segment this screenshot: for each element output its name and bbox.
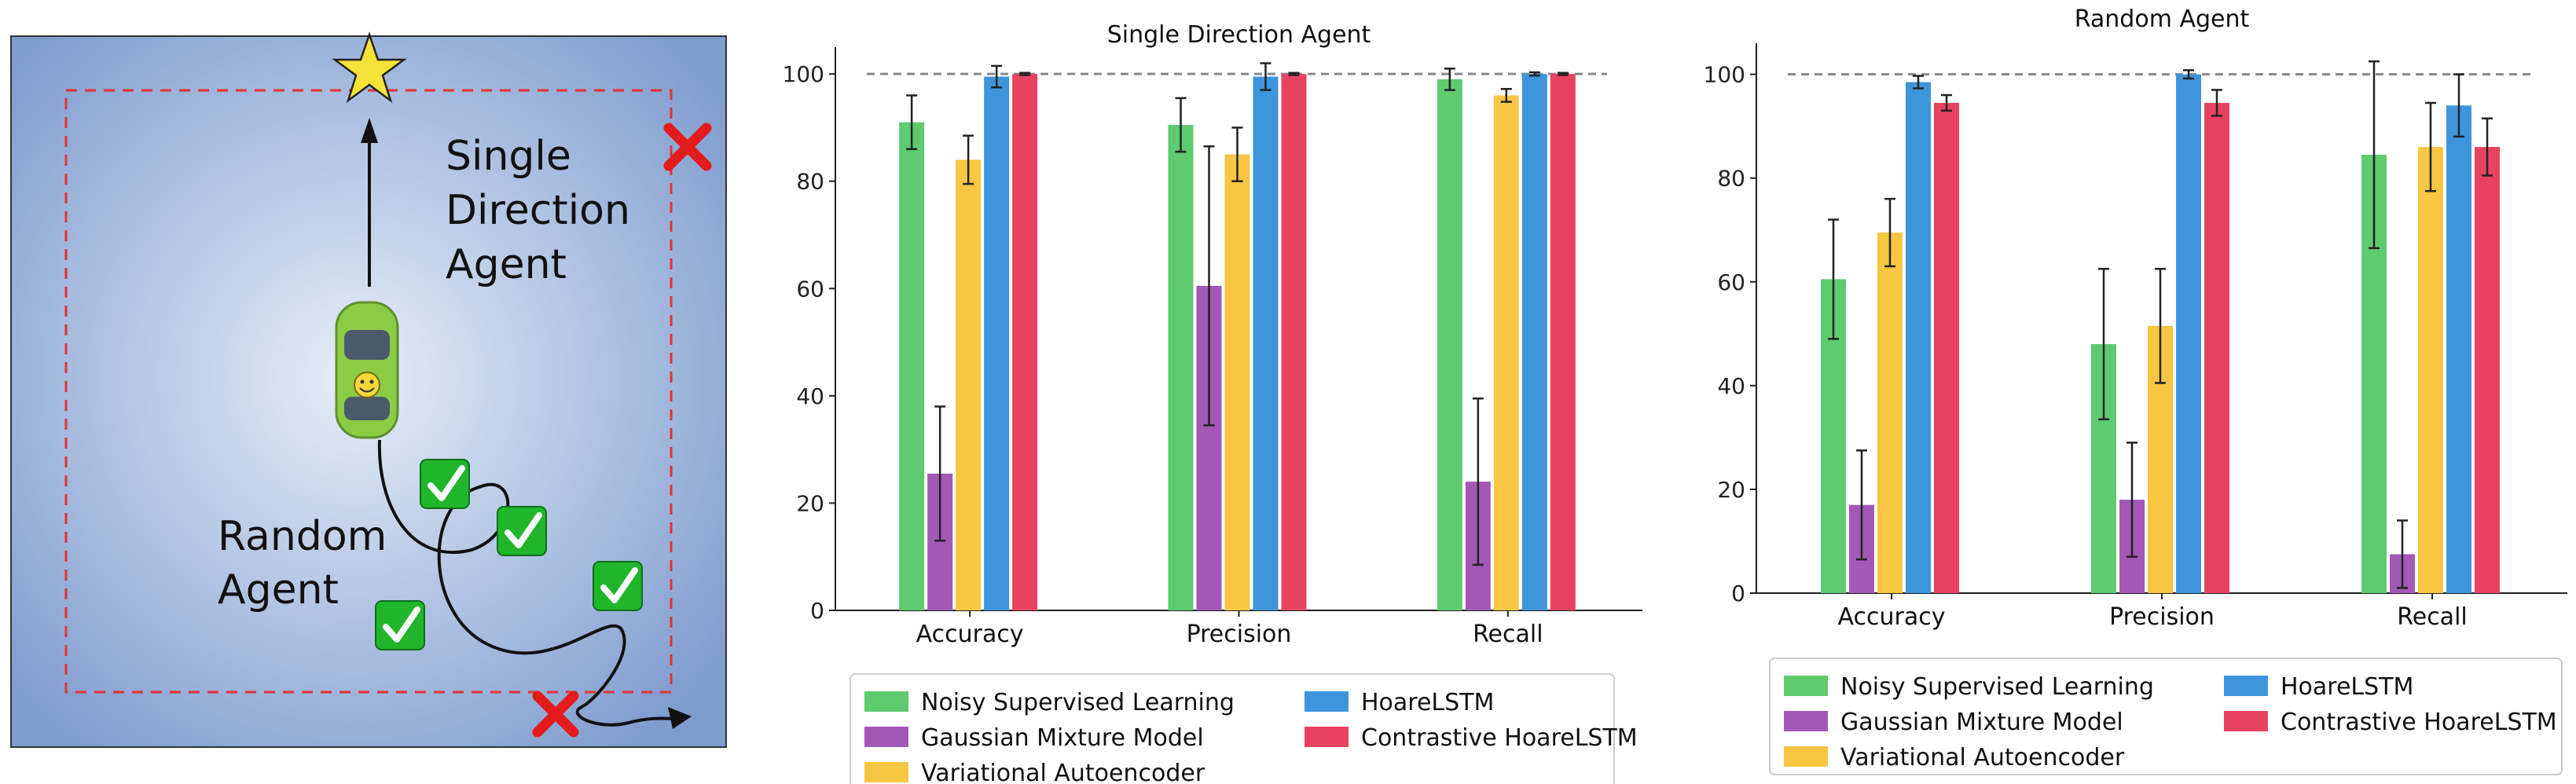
single-direction-chart: Single Direction Agent 0 20 40 60 80 100 Accura… (754, 0, 1658, 784)
legend-label: Variational Autoencoder (921, 760, 1205, 784)
y-tick-label: 20 (1717, 477, 1745, 503)
check-icon (497, 506, 547, 556)
y-tick-label: 40 (796, 383, 824, 409)
legend-label: Variational Autoencoder (1840, 744, 2125, 771)
legend-label: Contrastive HoareLSTM (2281, 709, 2557, 736)
legend-swatch (864, 762, 908, 782)
bar (1281, 74, 1307, 610)
y-tick-label: 60 (796, 276, 824, 302)
legend-swatch (1305, 691, 1349, 712)
chart-title: Random Agent (2075, 5, 2250, 33)
y-tick-label: 40 (1717, 373, 1745, 399)
y-tick-label: 100 (1704, 62, 1745, 88)
x-tick-label: Accuracy (916, 621, 1024, 648)
x-tick-label: Precision (2109, 603, 2215, 631)
bar (2204, 102, 2229, 594)
x-tick-label: Accuracy (1838, 603, 1946, 631)
bar (1253, 76, 1279, 611)
y-tick-label: 100 (783, 61, 824, 87)
bar (1906, 82, 1931, 593)
chart-legend: Noisy Supervised Learning Gaussian Mixtur… (1769, 658, 2563, 775)
y-tick-label: 60 (1717, 269, 1745, 295)
single-direction-label-line2: Direction (446, 187, 630, 234)
bar (2176, 74, 2201, 594)
bar (1521, 74, 1547, 610)
legend-swatch (2224, 676, 2268, 696)
bar (1550, 74, 1576, 610)
bar (1493, 95, 1519, 610)
legend-swatch (1784, 711, 1828, 731)
legend-swatch (1784, 746, 1828, 767)
legend-label: Noisy Supervised Learning (921, 689, 1235, 716)
legend-label: Noisy Supervised Learning (1840, 673, 2154, 701)
legend-swatch (1784, 676, 1828, 696)
arrow-icon (361, 118, 378, 287)
x-tick-label: Precision (1187, 621, 1292, 648)
bar (984, 76, 1010, 611)
legend-label: Gaussian Mixture Model (1840, 709, 2123, 736)
y-tick-label: 20 (796, 490, 824, 516)
scene-illustration: Single Direction Agent Random Agent (0, 0, 739, 784)
random-agent-label-line2: Agent (218, 566, 339, 614)
chart-legend: Noisy Supervised Learning Gaussian Mixtur… (849, 673, 1638, 784)
star-icon (332, 31, 407, 104)
x-tick-label: Recall (1473, 621, 1543, 648)
chart-title: Single Direction Agent (1107, 21, 1371, 49)
scene-svg: Single Direction Agent Random Agent (10, 31, 727, 748)
single-direction-label-line1: Single (446, 133, 571, 180)
bar (1934, 102, 1959, 594)
legend-frame (1769, 658, 2563, 775)
legend-label: Contrastive HoareLSTM (1361, 724, 1638, 752)
cross-icon (532, 691, 579, 738)
chart-svg: Single Direction Agent 0 20 40 60 80 100 Accura… (783, 21, 1642, 784)
y-tick-label: 80 (1717, 166, 1745, 192)
bar (1877, 233, 1903, 593)
bar (2446, 105, 2471, 593)
bar (956, 159, 982, 610)
single-direction-label-line3: Agent (446, 241, 567, 288)
bar (1012, 74, 1038, 610)
legend-swatch (2224, 711, 2268, 731)
car-icon (335, 301, 399, 439)
bar (1437, 79, 1462, 610)
bar (899, 122, 925, 611)
bar (1168, 125, 1194, 610)
check-icon (375, 600, 425, 650)
legend-frame (849, 673, 1615, 784)
x-tick-label: Recall (2397, 603, 2468, 631)
random-agent-label-line1: Random (218, 513, 387, 560)
cross-icon (663, 123, 712, 171)
check-icon (420, 459, 470, 509)
random-agent-chart: Random Agent 0 20 40 60 80 100 Accuracy Precisio… (1674, 0, 2576, 784)
bar (2418, 147, 2443, 594)
legend-label: HoareLSTM (2281, 673, 2413, 701)
path-arrowhead (668, 707, 692, 729)
bar (2475, 147, 2500, 594)
random-path (377, 439, 677, 727)
legend-label: HoareLSTM (1361, 689, 1494, 716)
y-tick-label: 80 (796, 169, 824, 195)
y-tick-label: 0 (810, 598, 824, 624)
y-tick-label: 0 (1731, 581, 1745, 606)
legend-swatch (864, 691, 908, 712)
legend-swatch (864, 727, 908, 747)
legend-label: Gaussian Mixture Model (921, 724, 1204, 752)
bar (1224, 154, 1250, 611)
boundary-dashed-line (64, 89, 673, 694)
check-icon (593, 561, 643, 611)
legend-swatch (1305, 727, 1349, 747)
chart-svg: Random Agent 0 20 40 60 80 100 Accuracy Precisio… (1704, 5, 2567, 775)
